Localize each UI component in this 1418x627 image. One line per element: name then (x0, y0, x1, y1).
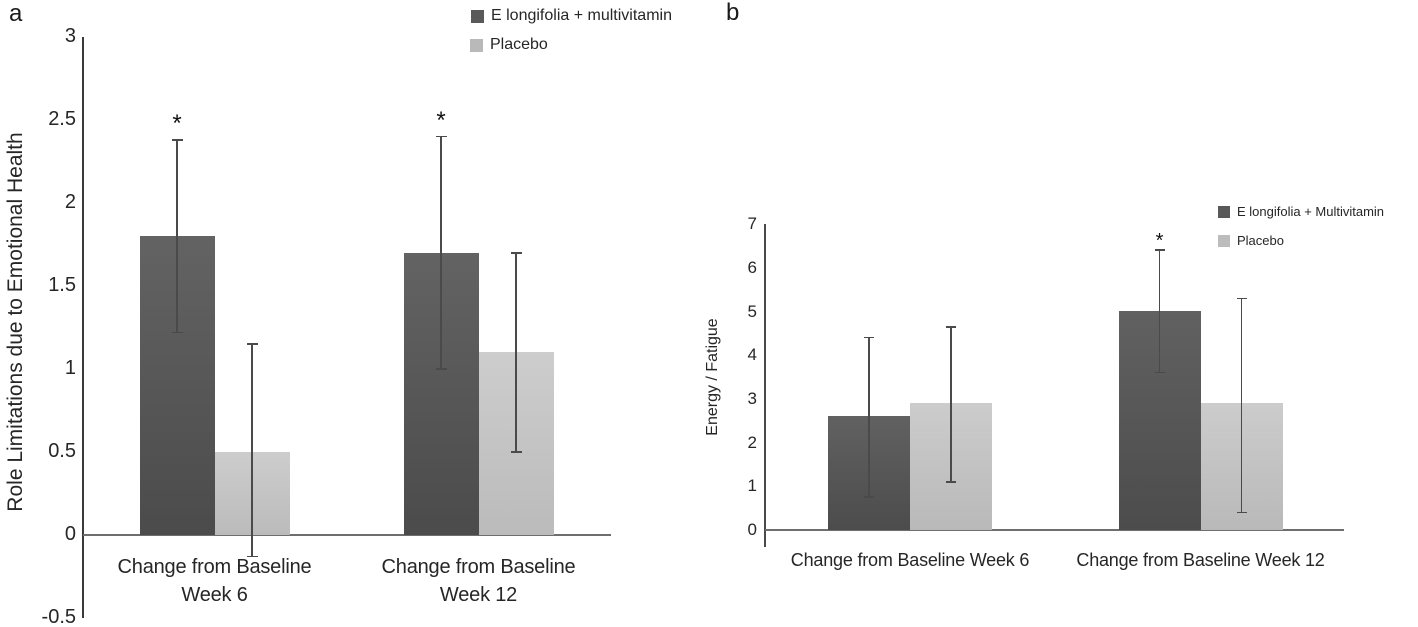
error-bar-cap (864, 336, 874, 339)
y-axis-tick-label-a: 0 (64, 523, 76, 546)
y-axis-title-panel-b: Energy / Fatigue (704, 318, 721, 436)
error-bar-line (515, 252, 517, 452)
y-axis-tick-label-a: 2 (64, 191, 76, 214)
legend-item-placebo-panel-a: Placebo (470, 36, 548, 54)
x-axis-category-label-line: Change from Baseline (381, 556, 576, 578)
error-bar-cap (171, 331, 183, 334)
legend-swatch-placebo-panel-b (1218, 234, 1230, 247)
legend-label-placebo-panel-b: Placebo (1237, 233, 1284, 248)
x-axis-line-b (765, 529, 1344, 531)
error-bar-cap (864, 496, 874, 498)
y-axis-tick-label-b: 4 (747, 345, 757, 365)
legend-swatch-placebo-panel-a (470, 38, 483, 52)
x-axis-category-label-line: Change from Baseline Week 12 (1076, 550, 1325, 570)
legend-label-placebo-panel-a: Placebo (490, 36, 548, 53)
y-axis-tick-label-a: 1.5 (48, 274, 76, 297)
y-axis-tick-label-b: 0 (747, 520, 757, 540)
significance-asterisk-b-group1: * (1155, 230, 1164, 253)
y-axis-line-b (764, 224, 766, 547)
x-axis-category-label-b: Change from Baseline Week 6 (750, 549, 1070, 571)
y-axis-tick-label-a: 3 (64, 25, 76, 48)
error-bar-cap (946, 481, 956, 483)
x-axis-line-a (83, 534, 611, 536)
y-axis-tick-label-a: 1 (64, 357, 76, 380)
y-axis-tick-label-b: 5 (747, 301, 757, 321)
error-bar-cap (435, 135, 447, 138)
error-bar-cap (510, 252, 522, 254)
legend-swatch-treatment-panel-b (1218, 205, 1230, 218)
error-bar-line (1158, 250, 1161, 373)
y-axis-tick-label-b: 2 (747, 432, 757, 452)
error-bar-cap (171, 139, 183, 141)
legend-item-treatment-panel-b: E longifolia + Multivitamin (1218, 204, 1384, 219)
y-axis-tick-label-a: 0.5 (48, 440, 76, 463)
error-bar-cap (246, 555, 258, 558)
error-bar-cap (1236, 511, 1247, 514)
x-axis-category-label-line: Change from Baseline (117, 556, 312, 578)
y-axis-tick-label-b: 3 (747, 388, 757, 408)
error-bar-line (868, 337, 870, 498)
error-bar-cap (1236, 297, 1247, 300)
error-bar-cap (510, 451, 522, 453)
error-bar-line (950, 326, 952, 482)
error-bar-cap (246, 343, 258, 345)
y-axis-tick-label-b: 1 (747, 476, 757, 496)
significance-asterisk-a-group0: * (172, 109, 182, 137)
y-axis-title-panel-a: Role Limitations due to Emotional Health (4, 132, 27, 512)
legend-item-placebo-panel-b: Placebo (1218, 233, 1284, 248)
y-axis-tick-label-a: 2.5 (48, 108, 76, 131)
y-axis-tick-label-a: -0.5 (41, 606, 76, 627)
error-bar-line (1240, 298, 1243, 513)
y-axis-line-a (82, 37, 84, 618)
x-axis-category-label-b: Change from Baseline Week 12 (1041, 549, 1361, 571)
error-bar-line (251, 344, 253, 557)
panel-label-a: a (9, 0, 23, 27)
legend-item-treatment-panel-a: E longifolia + multivitamin (471, 7, 672, 25)
significance-asterisk-a-group1: * (436, 106, 446, 134)
error-bar-line (176, 139, 178, 333)
x-axis-category-label-a: Change from Baseline Week 12 (319, 553, 639, 609)
y-axis-tick-label-b: 7 (747, 214, 757, 234)
x-axis-category-label-a: Change from Baseline Week 6 (55, 553, 375, 609)
x-axis-category-label-line: Change from Baseline Week 6 (790, 550, 1030, 570)
error-bar-line (440, 136, 442, 369)
legend-swatch-treatment-panel-a (471, 9, 484, 23)
panel-label-b: b (726, 0, 740, 26)
x-axis-category-label-line: Week 6 (181, 584, 248, 606)
legend-label-treatment-panel-a: E longifolia + multivitamin (491, 7, 672, 24)
error-bar-cap (1154, 249, 1165, 252)
error-bar-cap (435, 368, 447, 370)
x-axis-category-label-line: Week 12 (439, 584, 518, 606)
error-bar-cap (946, 325, 956, 328)
legend-label-treatment-panel-b: E longifolia + Multivitamin (1237, 204, 1385, 219)
y-axis-tick-label-b: 6 (747, 257, 757, 277)
error-bar-cap (1154, 371, 1165, 374)
